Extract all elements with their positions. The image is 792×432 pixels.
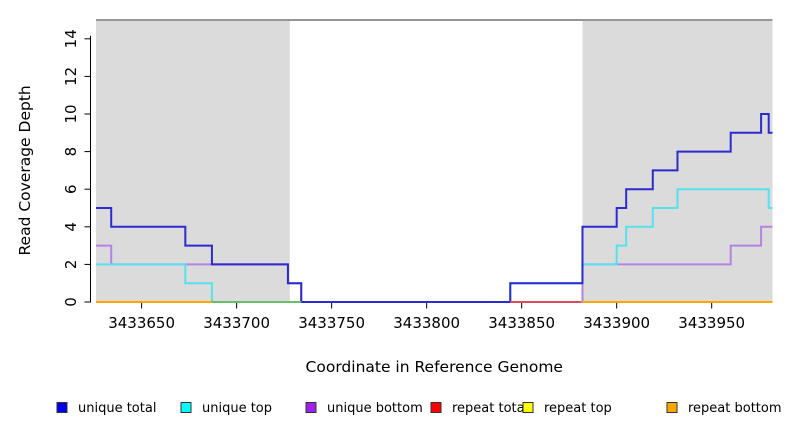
y-axis-tick-label: 4	[62, 222, 80, 232]
y-axis-tick-label: 0	[62, 297, 80, 307]
y-axis-tick-label: 14	[62, 29, 80, 48]
legend-label-unique-top: unique top	[202, 401, 272, 416]
x-axis-tick-label: 3433800	[393, 314, 460, 332]
y-axis-tick-label: 10	[62, 104, 80, 123]
series-line-unique-top	[96, 188, 773, 303]
y-axis-tick-label: 8	[62, 147, 80, 157]
legend-label-repeat-top: repeat top	[544, 401, 612, 416]
x-axis-tick-label: 3433850	[488, 314, 555, 332]
y-axis-tick-label: 12	[62, 67, 80, 86]
legend-swatch-repeat-bottom	[666, 402, 678, 413]
x-axis-tick-label: 3433700	[203, 314, 270, 332]
legend-swatch-repeat-total	[430, 402, 442, 413]
legend-label-unique-bottom: unique bottom	[327, 401, 423, 416]
x-axis-tick-label: 3433950	[678, 314, 745, 332]
x-axis-title: Coordinate in Reference Genome	[306, 358, 563, 376]
legend-swatch-repeat-top	[522, 402, 534, 413]
y-axis-title: Read Coverage Depth	[16, 85, 34, 255]
repeat-region-shade	[96, 20, 290, 302]
legend-label-repeat-total: repeat total	[452, 401, 528, 416]
legend-label-repeat-bottom: repeat bottom	[688, 401, 782, 416]
x-axis-tick-label: 3433750	[298, 314, 365, 332]
legend-swatch-unique-bottom	[305, 402, 317, 413]
y-axis-tick-label: 6	[62, 184, 80, 194]
x-axis-tick-label: 3433650	[108, 314, 175, 332]
legend-label-unique-total: unique total	[78, 401, 156, 416]
legend-swatch-unique-total	[56, 402, 68, 413]
x-axis-tick-label: 3433900	[583, 314, 650, 332]
legend-swatch-unique-top	[180, 402, 192, 413]
y-axis-tick-label: 2	[62, 260, 80, 270]
series-line-unique-total	[96, 113, 773, 303]
